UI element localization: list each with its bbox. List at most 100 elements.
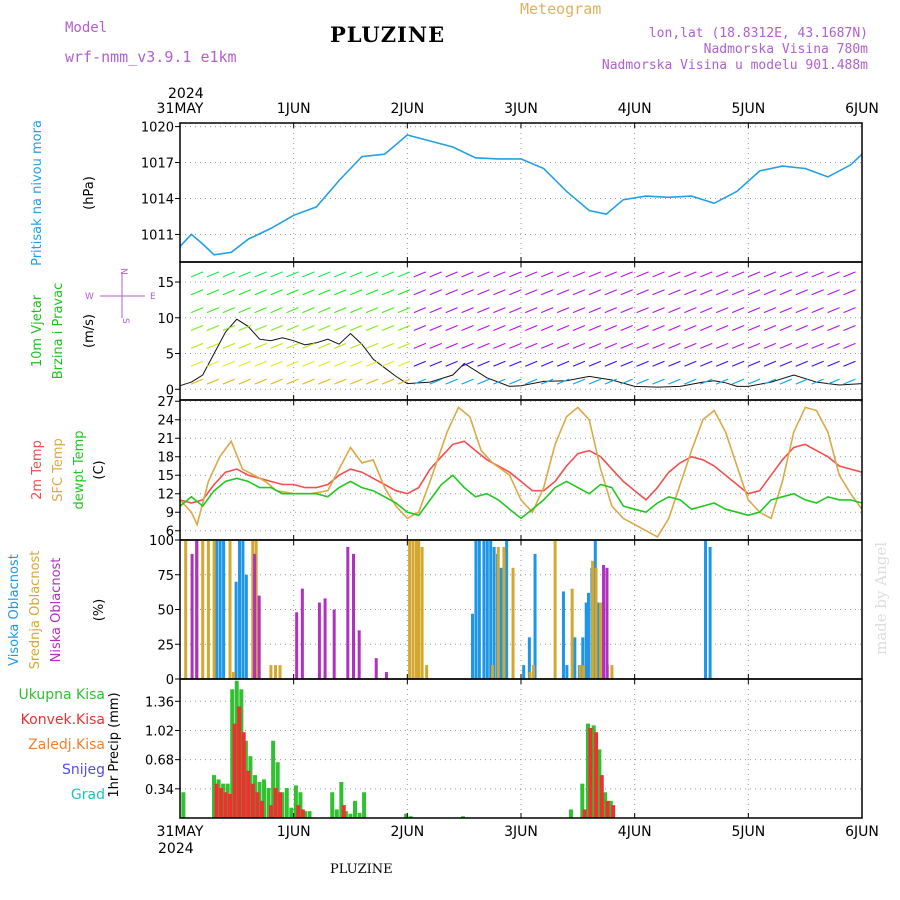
wind-barb — [556, 360, 570, 367]
bar-low_cloud — [190, 553, 194, 679]
wind-barb — [381, 342, 395, 349]
wind-barb — [540, 342, 554, 349]
bar-mid_cloud — [582, 665, 586, 679]
bar-high_cloud — [704, 540, 708, 679]
wind-barb — [254, 378, 267, 385]
wind-barb — [700, 324, 713, 332]
wind-barb — [731, 271, 745, 278]
compass-w: W — [85, 292, 94, 302]
bar-high_cloud — [241, 540, 245, 679]
wind-barb — [763, 378, 777, 385]
wind-barb — [652, 307, 665, 314]
wind-barb — [190, 307, 204, 314]
bar-precip_total — [357, 812, 362, 818]
bar-mid_cloud — [411, 540, 415, 679]
wind-barb — [843, 378, 856, 385]
bar-mid_cloud — [491, 665, 495, 679]
bar-high_cloud — [234, 581, 238, 679]
wind-barb — [827, 324, 840, 332]
wind-barb — [254, 271, 267, 278]
y-tick-label: 9 — [166, 506, 174, 521]
wind-barb — [795, 360, 808, 367]
x-tick-label: 1JUN — [277, 101, 311, 117]
bar-precip_total — [298, 792, 303, 818]
bar-mid_cloud — [408, 540, 412, 679]
bar-precip_total — [225, 783, 230, 818]
wind-barb — [206, 360, 220, 367]
wind-barb — [700, 360, 713, 367]
bar-mid_cloud — [528, 672, 532, 679]
wind-barb — [620, 324, 633, 332]
wind-barb — [349, 307, 363, 314]
wind-barb — [795, 289, 808, 296]
wind-barb — [588, 271, 602, 278]
bar-high_cloud — [215, 540, 219, 679]
series-dew-line — [179, 474, 863, 520]
bar-precip_conv — [228, 793, 233, 818]
bar-mid_cloud — [273, 665, 277, 679]
wind-barb — [827, 360, 840, 367]
bar-high_cloud — [485, 540, 489, 679]
wind-barb — [477, 360, 490, 367]
y-tick-label: 15 — [157, 469, 174, 484]
mid-cloud-ylabel: Srednja Oblacnost — [28, 551, 43, 670]
wind-barb — [493, 342, 506, 349]
wind-barb — [779, 307, 793, 314]
wind-barb — [668, 342, 681, 349]
model-label: Model — [65, 20, 108, 36]
bar-mid_cloud — [591, 560, 595, 679]
bar-high_cloud — [492, 546, 496, 679]
bar-precip_total — [252, 775, 257, 818]
x-tick-label: 3JUN — [504, 824, 538, 840]
wind-barb — [477, 342, 490, 349]
bar-mid_cloud — [511, 567, 515, 679]
bar-mid_cloud — [532, 665, 536, 679]
bar-mid_cloud — [594, 567, 598, 679]
wind-barb — [715, 378, 729, 385]
wind-barb — [509, 360, 522, 367]
wind-barb — [572, 360, 586, 367]
x-tick-label: 4JUN — [618, 824, 652, 840]
credit-watermark: made by Angel — [872, 541, 890, 655]
bar-precip_total — [262, 779, 267, 818]
bar-high_cloud — [474, 540, 478, 679]
wind-barb — [477, 271, 490, 278]
x-axis-top: 31MAY 1JUN 2JUN 3JUN 4JUN 5JUN 6JUN 2024 — [157, 86, 879, 117]
wind-barb — [365, 271, 379, 278]
bar-precip_total — [339, 781, 344, 818]
wind-barb — [445, 378, 458, 385]
wind-barb — [843, 342, 856, 349]
wind-barb — [429, 342, 442, 349]
wind-barb — [190, 324, 204, 332]
wind-barb — [429, 378, 442, 385]
wind-barb — [827, 289, 840, 296]
wind-barb — [493, 378, 506, 385]
wind-barb — [668, 378, 681, 385]
wind-barb — [556, 271, 570, 278]
wind-barb — [397, 324, 411, 332]
bar-low_cloud — [352, 553, 355, 679]
wind-barb — [445, 289, 458, 296]
bar-high_cloud — [505, 540, 509, 679]
wind-barb — [397, 378, 411, 385]
wind-ylabel: 10m Vjetar — [30, 294, 45, 367]
bar-precip_total — [591, 725, 596, 818]
wind-barb — [843, 307, 856, 314]
bar-precip_conv — [588, 727, 593, 818]
bar-precip_conv — [237, 706, 242, 818]
wind-barb — [588, 289, 602, 296]
wind-barb — [413, 378, 427, 385]
wind-barb — [572, 271, 586, 278]
bar-precip_conv — [300, 809, 305, 818]
dew-ylabel: dewpt Temp — [72, 430, 87, 509]
wind-barb — [445, 342, 458, 349]
bar-precip_total — [460, 816, 465, 818]
precip-legend-item: Grad — [71, 787, 105, 803]
bar-precip_total — [580, 783, 585, 818]
y-tick-label: 18 — [157, 451, 174, 466]
wind-barb — [238, 307, 252, 314]
wind-barb — [779, 342, 793, 349]
wind-barb — [381, 324, 395, 332]
wind-barb — [652, 271, 665, 278]
